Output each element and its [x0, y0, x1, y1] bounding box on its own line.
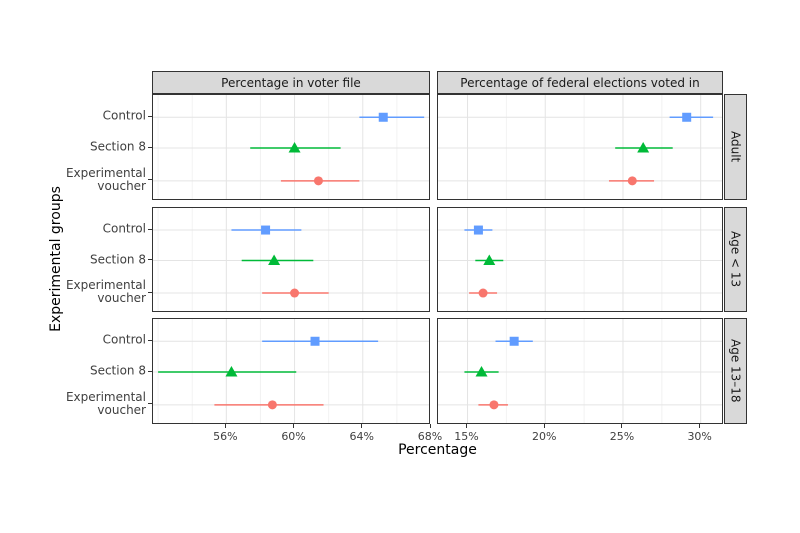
- pointrange-section-8: [250, 142, 341, 153]
- y-axis-tick: [148, 259, 152, 260]
- facet-row-strip-label: Age < 13: [728, 231, 743, 288]
- y-tick-label: Experimental voucher: [65, 165, 146, 193]
- facet-panel-age-13-18-percentage-in-voter-file: [152, 318, 430, 424]
- gridlines: [153, 319, 429, 423]
- x-axis-tick: [543, 424, 545, 428]
- x-tick-label: 15%: [454, 430, 479, 443]
- x-axis-title: Percentage: [398, 442, 477, 458]
- marker-circle-icon: [478, 288, 488, 298]
- panel-plot-area: [153, 319, 429, 423]
- y-axis-tick: [148, 115, 152, 117]
- x-axis-tick: [293, 424, 295, 428]
- panel-plot-area: [153, 95, 429, 199]
- x-axis-tick: [361, 424, 363, 428]
- facet-column-strip-label: Percentage in voter file: [221, 75, 361, 90]
- pointrange-control: [359, 112, 425, 122]
- y-tick-label: Section 8: [89, 363, 146, 378]
- y-axis-tick: [148, 370, 152, 372]
- x-tick-label: 25%: [609, 430, 635, 443]
- marker-square-icon: [310, 336, 320, 346]
- marker-triangle-icon: [475, 366, 488, 377]
- y-tick-label: Experimental voucher: [65, 278, 146, 306]
- gridlines: [153, 95, 429, 199]
- y-axis-title: Experimental groups: [48, 186, 64, 332]
- marker-square-icon: [509, 336, 519, 346]
- gridlines: [438, 95, 722, 199]
- y-axis-tick: [148, 291, 152, 293]
- panel-plot-area: [438, 95, 722, 199]
- marker-circle-icon: [627, 176, 637, 186]
- marker-circle-icon: [290, 288, 300, 298]
- y-tick-label: Section 8: [89, 139, 146, 154]
- pointrange-section-8: [241, 254, 314, 265]
- pointrange-section-8: [464, 366, 499, 377]
- pointrange-control: [464, 225, 493, 235]
- x-tick-label: 68%: [417, 430, 443, 443]
- y-tick-label: Control: [102, 332, 146, 347]
- pointrange-section-8: [475, 254, 504, 265]
- facet-row-strip-age-13-18: Age 13–18: [724, 318, 747, 424]
- facet-panel-adult-percentage-in-voter-file: [152, 94, 430, 200]
- marker-square-icon: [378, 112, 388, 122]
- pointrange-control: [669, 112, 714, 122]
- marker-circle-icon: [313, 176, 323, 186]
- facet-column-strip-label: Percentage of federal elections voted in: [460, 75, 700, 90]
- x-tick-label: 56%: [213, 430, 238, 443]
- facet-row-strip-label: Age 13–18: [728, 339, 743, 403]
- x-tick-label: 30%: [687, 430, 712, 443]
- x-axis-tick: [621, 424, 623, 428]
- marker-triangle-icon: [483, 254, 496, 265]
- facet-panel-adult-percentage-of-federal-elections-voted-in: [437, 94, 723, 200]
- pointrange-control: [231, 225, 302, 235]
- marker-triangle-icon: [288, 142, 301, 153]
- y-axis-tick: [148, 403, 152, 405]
- pointrange-experimental-voucher: [478, 400, 508, 410]
- facet-row-strip-label: Adult: [728, 131, 743, 163]
- facet-column-strip-voter-file: Percentage in voter file: [152, 71, 430, 94]
- facet-column-strip-elections-voted: Percentage of federal elections voted in: [437, 71, 723, 94]
- marker-triangle-icon: [637, 142, 650, 153]
- x-tick-label: 60%: [281, 430, 306, 443]
- panel-plot-area: [153, 208, 429, 311]
- facet-row-strip-adult: Adult: [724, 94, 747, 200]
- marker-triangle-icon: [268, 254, 281, 265]
- pointrange-control: [262, 336, 379, 346]
- x-axis-tick: [466, 424, 468, 428]
- y-axis-tick: [148, 179, 152, 181]
- marker-triangle-icon: [225, 366, 238, 377]
- y-tick-label: Control: [102, 221, 146, 236]
- x-axis-tick: [224, 424, 226, 428]
- facet-panel-age-13-percentage-of-federal-elections-voted-in: [437, 207, 723, 312]
- x-axis-tick: [429, 424, 431, 428]
- y-axis-tick: [148, 339, 152, 341]
- pointrange-control: [495, 336, 533, 346]
- pointrange-experimental-voucher: [608, 176, 655, 186]
- marker-square-icon: [261, 225, 271, 235]
- marker-square-icon: [682, 112, 692, 122]
- marker-circle-icon: [489, 400, 499, 410]
- panel-plot-area: [438, 319, 722, 423]
- y-tick-label: Section 8: [89, 252, 146, 266]
- pointrange-experimental-voucher: [262, 288, 329, 298]
- pointrange-experimental-voucher: [280, 176, 360, 186]
- y-tick-label: Control: [102, 108, 146, 123]
- pointrange-section-8: [615, 142, 673, 153]
- marker-circle-icon: [267, 400, 277, 410]
- pointrange-section-8: [158, 366, 297, 377]
- x-tick-label: 20%: [532, 430, 557, 443]
- marker-square-icon: [473, 225, 483, 235]
- pointrange-experimental-voucher: [214, 400, 324, 410]
- x-axis-tick: [699, 424, 701, 428]
- facet-panel-age-13-18-percentage-of-federal-elections-voted-in: [437, 318, 723, 424]
- y-axis-tick: [148, 146, 152, 148]
- y-axis-tick: [148, 228, 152, 230]
- facet-row-strip-age-lt-13: Age < 13: [724, 207, 747, 312]
- y-tick-label: Experimental voucher: [65, 389, 146, 417]
- pointrange-experimental-voucher: [469, 288, 498, 298]
- facet-panel-age-13-percentage-in-voter-file: [152, 207, 430, 312]
- panel-plot-area: [438, 208, 722, 311]
- x-tick-label: 64%: [349, 430, 374, 443]
